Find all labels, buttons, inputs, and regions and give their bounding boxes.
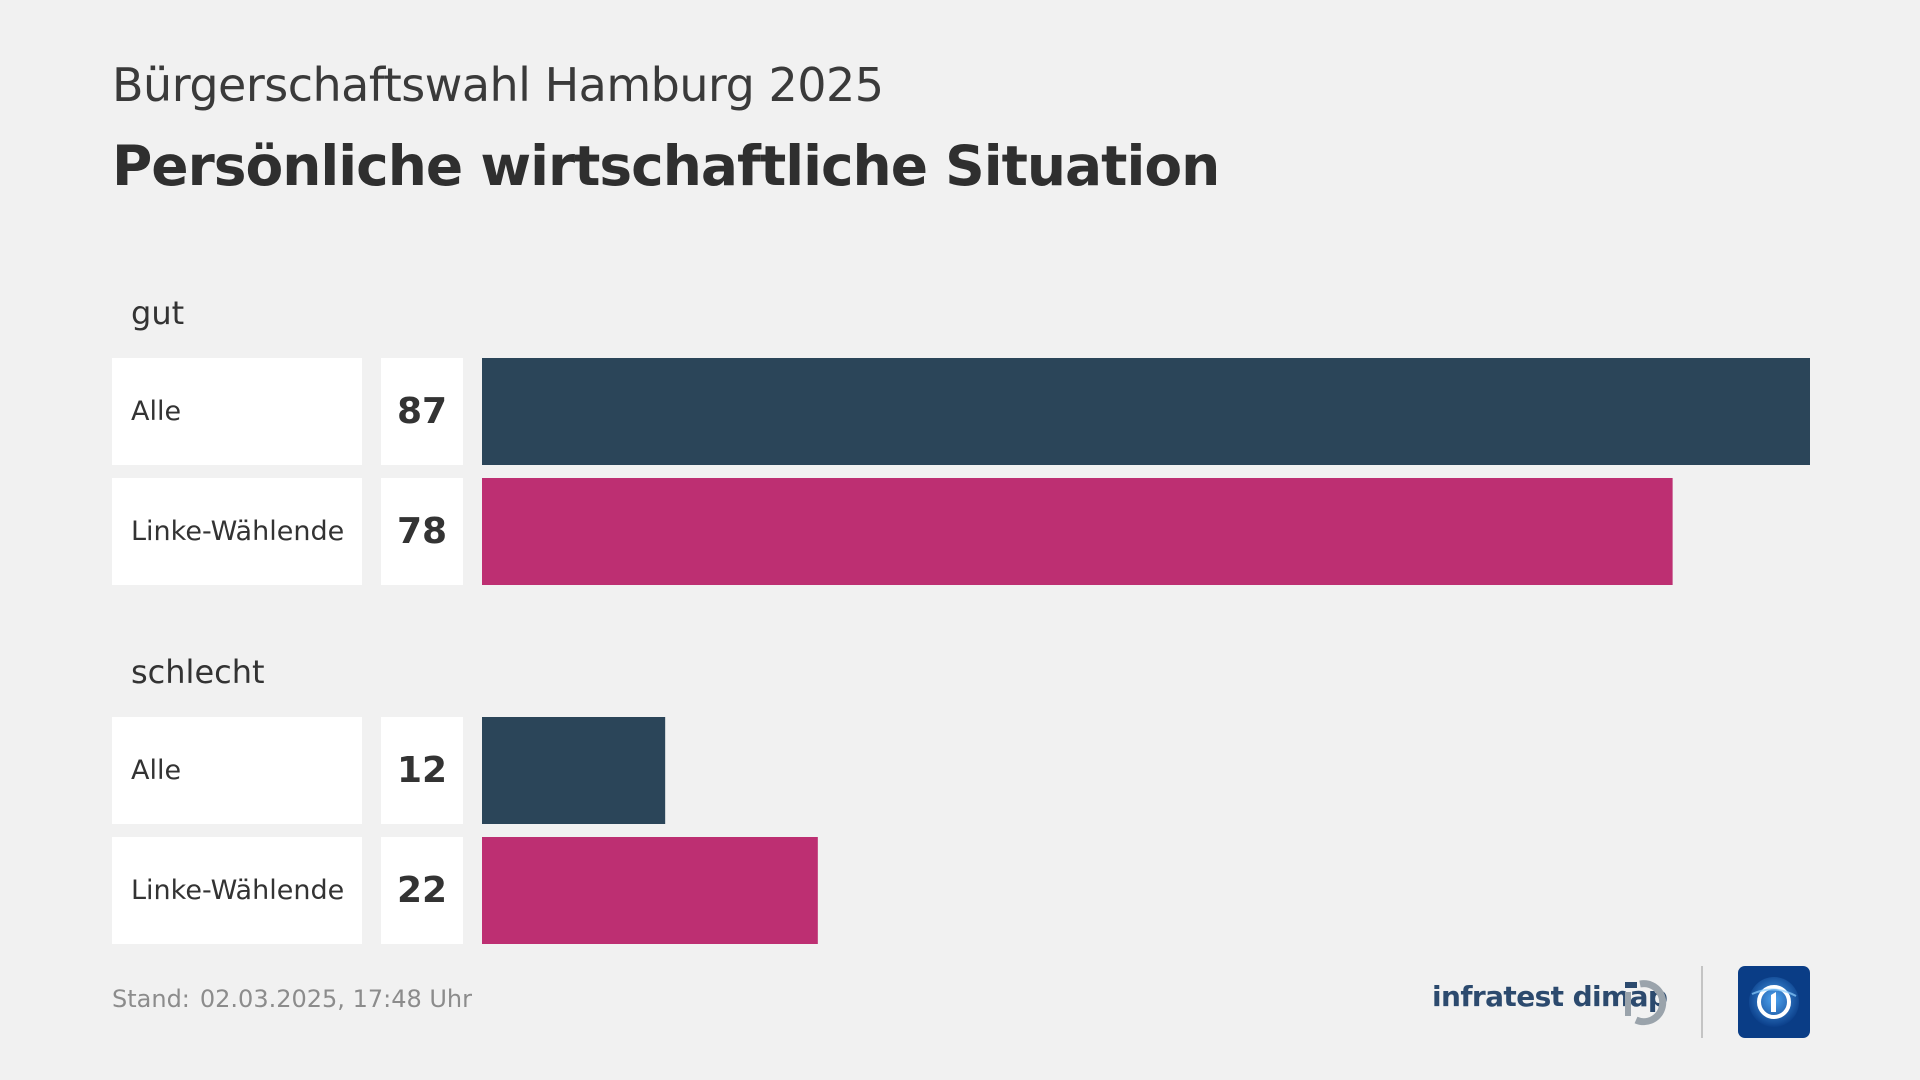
value-box (381, 358, 463, 465)
data-label: 22 (397, 870, 447, 911)
row-label-box (112, 478, 362, 585)
timestamp: Stand: 02.03.2025, 17:48 Uhr (112, 985, 472, 1013)
data-label: 87 (397, 391, 447, 432)
bar (482, 358, 1810, 465)
data-label: 12 (397, 750, 447, 791)
row-label-box (112, 358, 362, 465)
row-label-box (112, 837, 362, 944)
bar (482, 478, 1673, 585)
timestamp-value: 02.03.2025, 17:48 Uhr (199, 985, 472, 1013)
group-label: gut (131, 294, 184, 332)
infratest-dimap-logo-icon (1625, 980, 1667, 1026)
row-label: Linke-Wählende (131, 516, 344, 547)
chart-title: Persönliche wirtschaftliche Situation (112, 134, 1220, 198)
chart-supertitle: Bürgerschaftswahl Hamburg 2025 (112, 58, 884, 112)
divider (1701, 966, 1703, 1038)
row-label: Alle (131, 396, 181, 427)
bar (482, 837, 818, 944)
value-box (381, 717, 463, 824)
row-label: Alle (131, 755, 181, 786)
group-label: schlecht (131, 653, 265, 691)
tagesschau-logo-icon (1738, 966, 1810, 1038)
value-box (381, 478, 463, 585)
value-box (381, 837, 463, 944)
data-label: 78 (397, 511, 447, 552)
timestamp-label: Stand: (112, 985, 190, 1013)
row-label-box (112, 717, 362, 824)
row-label: Linke-Wählende (131, 875, 344, 906)
bar (482, 717, 666, 824)
